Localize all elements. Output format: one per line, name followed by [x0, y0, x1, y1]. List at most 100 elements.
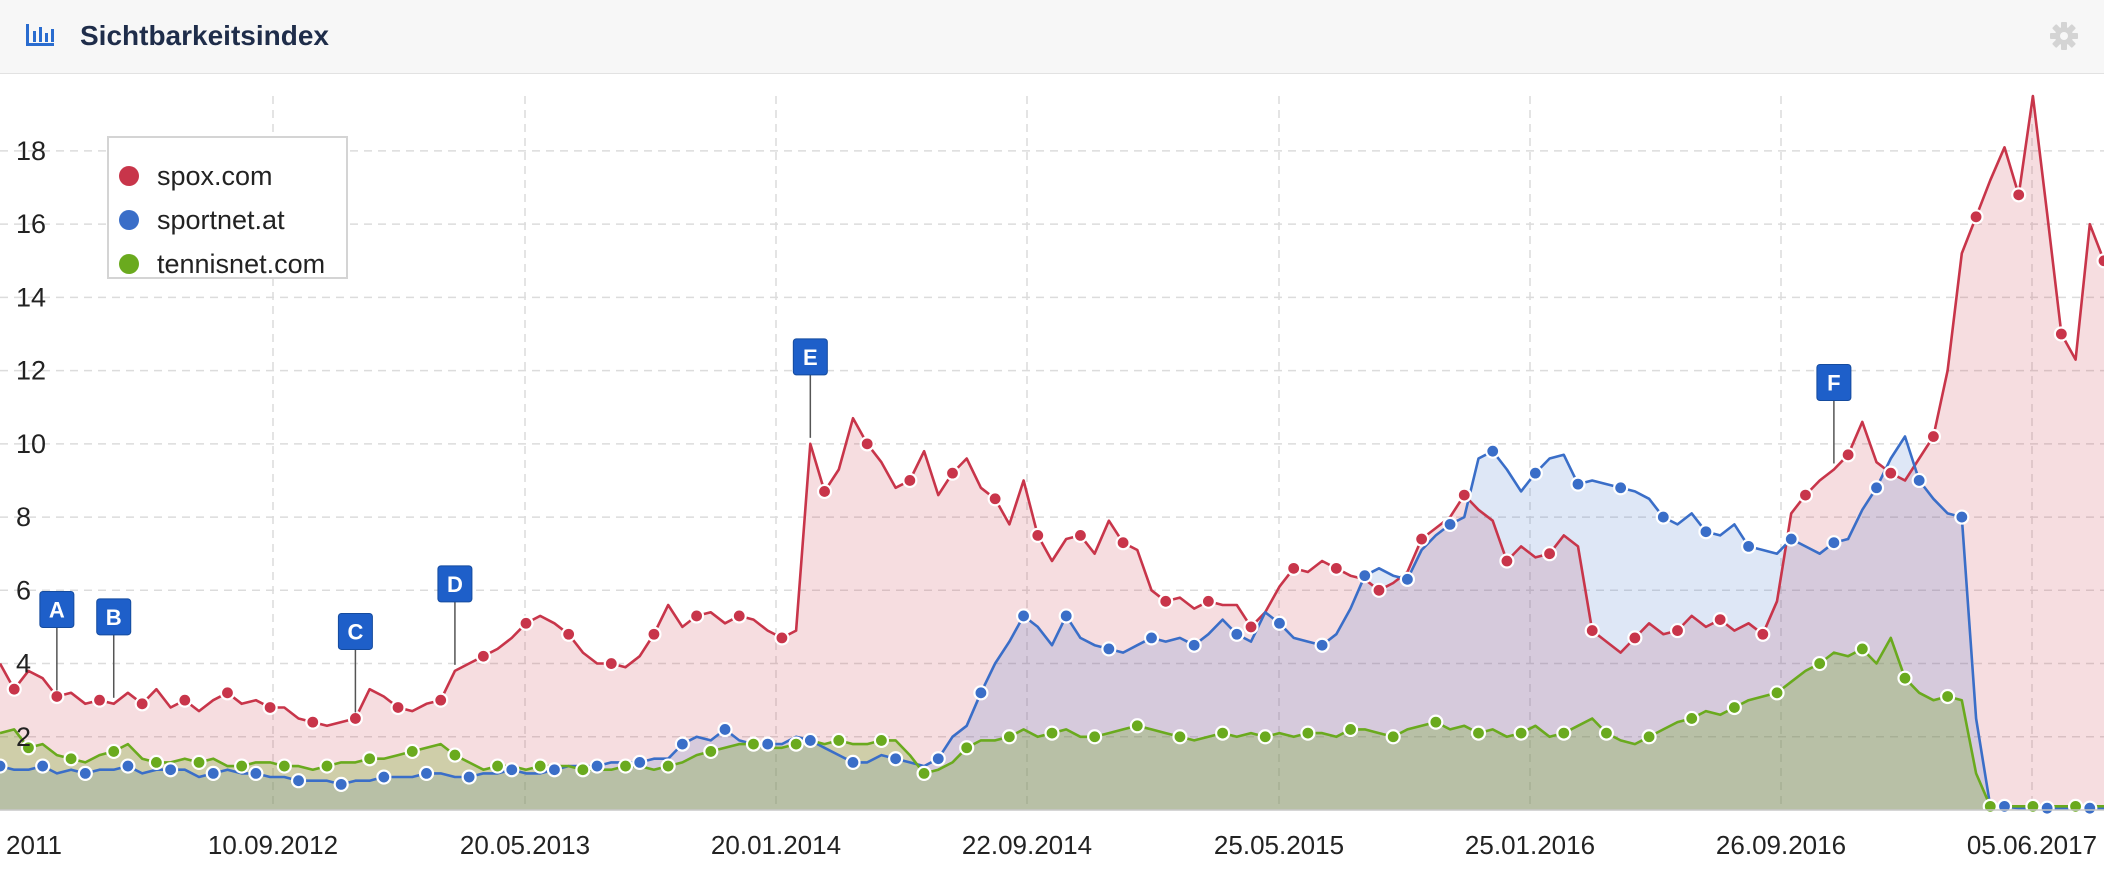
point-tennisnet — [63, 751, 79, 767]
point-tennisnet — [319, 758, 335, 774]
point-tennisnet — [1854, 641, 1870, 657]
point-spox — [1200, 593, 1216, 609]
y-tick-label: 4 — [16, 649, 31, 679]
point-spox — [1286, 560, 1302, 576]
point-sportnet — [1996, 798, 2013, 814]
x-tick-label: 05.06.2017 — [1967, 830, 2097, 860]
point-tennisnet — [1342, 721, 1359, 738]
point-tennisnet — [1812, 655, 1828, 672]
x-tick-label: 20.01.2014 — [711, 830, 841, 860]
panel-header: Sichtbarkeitsindex — [0, 0, 2104, 74]
point-tennisnet — [1769, 685, 1785, 701]
point-sportnet — [589, 758, 605, 774]
legend: spox.com sportnet.at tennisnet.com — [107, 136, 348, 279]
point-sportnet — [504, 762, 520, 778]
x-tick-label: 2011 — [6, 830, 62, 860]
point-spox — [1712, 611, 1728, 628]
point-spox — [1840, 447, 1856, 463]
y-tick-label: 8 — [16, 502, 31, 532]
point-spox — [688, 608, 705, 624]
point-sportnet — [1911, 472, 1927, 489]
point-spox — [91, 692, 108, 708]
y-tick-label: 18 — [16, 136, 46, 166]
point-spox — [1584, 622, 1600, 639]
y-tick-label: 10 — [16, 429, 46, 459]
annotation-label: A — [49, 597, 65, 622]
point-sportnet — [802, 732, 818, 749]
point-sportnet — [290, 773, 307, 789]
legend-dot-tennisnet — [119, 254, 139, 274]
point-spox — [262, 699, 278, 716]
point-spox — [1456, 487, 1472, 503]
y-tick-label: 2 — [16, 722, 31, 752]
annotation-flag — [337, 612, 373, 650]
point-spox — [1499, 553, 1515, 569]
point-tennisnet — [1044, 725, 1060, 741]
point-spox — [1115, 535, 1131, 551]
point-tennisnet — [1897, 670, 1913, 686]
y-tick-label: 14 — [16, 282, 46, 312]
point-sportnet — [973, 685, 989, 701]
point-sportnet — [120, 758, 136, 774]
point-sportnet — [888, 751, 904, 767]
point-spox — [1627, 630, 1643, 646]
point-sportnet — [760, 736, 776, 752]
point-tennisnet — [2067, 798, 2084, 814]
point-tennisnet — [234, 758, 250, 774]
point-spox — [433, 692, 449, 708]
point-spox — [859, 436, 875, 452]
point-tennisnet — [1982, 798, 1998, 814]
annotation-label: B — [106, 605, 122, 630]
point-tennisnet — [404, 743, 420, 760]
point-sportnet — [1527, 465, 1543, 481]
annotation-flag — [1816, 363, 1852, 401]
legend-item-tennisnet[interactable]: tennisnet.com — [119, 246, 325, 282]
point-spox — [944, 465, 961, 481]
point-spox — [475, 648, 491, 664]
legend-item-sportnet[interactable]: sportnet.at — [119, 202, 285, 238]
point-spox — [731, 608, 747, 624]
point-tennisnet — [362, 751, 378, 767]
point-sportnet — [1101, 641, 1117, 657]
point-spox — [603, 655, 619, 672]
area-spox — [0, 96, 2104, 810]
point-spox — [2011, 187, 2027, 203]
point-sportnet — [1613, 480, 1629, 496]
point-sportnet — [376, 769, 392, 785]
legend-item-spox[interactable]: spox.com — [119, 158, 273, 194]
point-tennisnet — [745, 736, 762, 752]
y-tick-label: 6 — [16, 575, 31, 605]
point-tennisnet — [1385, 729, 1401, 745]
point-tennisnet — [959, 740, 975, 756]
point-sportnet — [1186, 637, 1202, 653]
point-tennisnet — [1129, 718, 1145, 734]
point-spox — [6, 681, 22, 697]
point-sportnet — [1015, 608, 1032, 624]
point-tennisnet — [1428, 714, 1444, 730]
point-spox — [646, 626, 662, 642]
point-spox — [2096, 253, 2104, 269]
point-sportnet — [333, 776, 349, 792]
point-spox — [219, 685, 236, 701]
point-sportnet — [1868, 480, 1885, 496]
point-sportnet — [1442, 516, 1458, 532]
gear-icon[interactable] — [2048, 20, 2080, 52]
point-sportnet — [1570, 476, 1586, 492]
annotation-label: F — [1827, 370, 1840, 395]
point-sportnet — [1826, 535, 1842, 551]
point-spox — [774, 630, 790, 646]
point-spox — [390, 699, 406, 716]
point-spox — [1371, 582, 1387, 598]
point-sportnet — [0, 758, 8, 774]
annotation-flag — [437, 565, 473, 603]
point-spox — [1158, 593, 1174, 609]
point-tennisnet — [1172, 729, 1188, 745]
point-tennisnet — [2025, 798, 2041, 814]
point-tennisnet — [703, 743, 719, 760]
point-tennisnet — [447, 747, 463, 763]
point-spox — [902, 472, 918, 489]
y-tick-label: 12 — [16, 356, 46, 386]
point-sportnet — [248, 765, 264, 781]
point-tennisnet — [1214, 725, 1231, 741]
point-spox — [1968, 209, 1984, 225]
